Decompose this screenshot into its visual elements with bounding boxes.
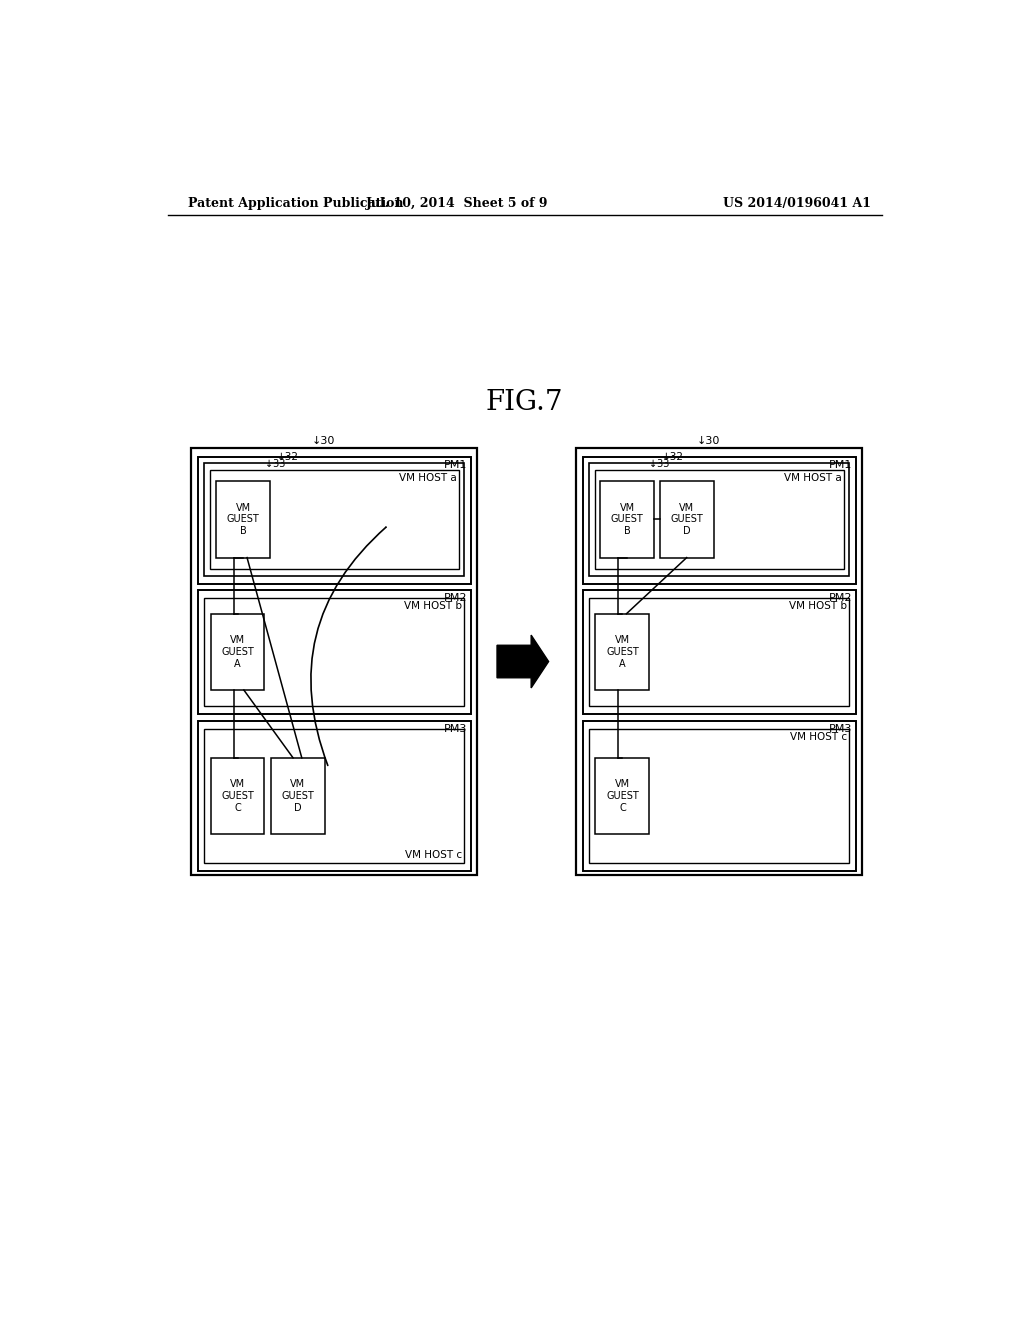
Text: VM HOST b: VM HOST b bbox=[404, 601, 462, 611]
Text: ↓30: ↓30 bbox=[311, 436, 335, 446]
FancyBboxPatch shape bbox=[577, 447, 862, 875]
Text: PM1: PM1 bbox=[829, 461, 853, 470]
Text: VM
GUEST
D: VM GUEST D bbox=[671, 503, 703, 536]
FancyBboxPatch shape bbox=[595, 758, 649, 834]
FancyBboxPatch shape bbox=[589, 598, 849, 706]
FancyBboxPatch shape bbox=[210, 470, 459, 569]
Text: FIG.7: FIG.7 bbox=[486, 389, 563, 416]
FancyBboxPatch shape bbox=[211, 758, 264, 834]
Text: US 2014/0196041 A1: US 2014/0196041 A1 bbox=[723, 197, 871, 210]
FancyBboxPatch shape bbox=[589, 729, 849, 863]
FancyBboxPatch shape bbox=[204, 463, 465, 576]
Text: VM
GUEST
B: VM GUEST B bbox=[226, 503, 259, 536]
FancyBboxPatch shape bbox=[216, 482, 270, 557]
Text: PM1: PM1 bbox=[444, 461, 468, 470]
Text: PM2: PM2 bbox=[829, 593, 853, 603]
Text: VM HOST a: VM HOST a bbox=[398, 474, 457, 483]
FancyArrow shape bbox=[497, 635, 549, 688]
FancyBboxPatch shape bbox=[198, 721, 471, 871]
Text: VM
GUEST
C: VM GUEST C bbox=[606, 779, 639, 813]
Text: PM2: PM2 bbox=[444, 593, 468, 603]
Text: PM3: PM3 bbox=[829, 725, 853, 734]
FancyBboxPatch shape bbox=[595, 470, 844, 569]
FancyBboxPatch shape bbox=[270, 758, 325, 834]
Text: ↓33: ↓33 bbox=[649, 459, 670, 470]
FancyBboxPatch shape bbox=[204, 598, 465, 706]
FancyBboxPatch shape bbox=[204, 729, 465, 863]
FancyBboxPatch shape bbox=[595, 614, 649, 690]
Text: VM HOST c: VM HOST c bbox=[790, 733, 847, 742]
Text: ↓32: ↓32 bbox=[278, 453, 299, 462]
FancyBboxPatch shape bbox=[191, 447, 477, 875]
FancyBboxPatch shape bbox=[198, 457, 471, 583]
FancyBboxPatch shape bbox=[600, 482, 654, 557]
Text: ↓30: ↓30 bbox=[696, 436, 720, 446]
Text: VM
GUEST
A: VM GUEST A bbox=[606, 635, 639, 668]
FancyBboxPatch shape bbox=[211, 614, 264, 690]
Text: ↓33: ↓33 bbox=[264, 459, 285, 470]
FancyBboxPatch shape bbox=[659, 482, 714, 557]
FancyBboxPatch shape bbox=[589, 463, 849, 576]
Text: VM
GUEST
B: VM GUEST B bbox=[610, 503, 643, 536]
Text: VM HOST c: VM HOST c bbox=[404, 850, 462, 859]
Text: Patent Application Publication: Patent Application Publication bbox=[187, 197, 403, 210]
FancyArrowPatch shape bbox=[311, 527, 386, 766]
Text: ↓32: ↓32 bbox=[662, 453, 684, 462]
Text: VM
GUEST
D: VM GUEST D bbox=[282, 779, 314, 813]
FancyBboxPatch shape bbox=[583, 721, 856, 871]
Text: VM HOST b: VM HOST b bbox=[790, 601, 847, 611]
Text: PM3: PM3 bbox=[444, 725, 468, 734]
Text: VM
GUEST
C: VM GUEST C bbox=[221, 779, 254, 813]
FancyBboxPatch shape bbox=[198, 590, 471, 714]
Text: VM HOST a: VM HOST a bbox=[783, 474, 842, 483]
FancyBboxPatch shape bbox=[583, 590, 856, 714]
Text: VM
GUEST
A: VM GUEST A bbox=[221, 635, 254, 668]
FancyBboxPatch shape bbox=[583, 457, 856, 583]
Text: Jul. 10, 2014  Sheet 5 of 9: Jul. 10, 2014 Sheet 5 of 9 bbox=[367, 197, 549, 210]
